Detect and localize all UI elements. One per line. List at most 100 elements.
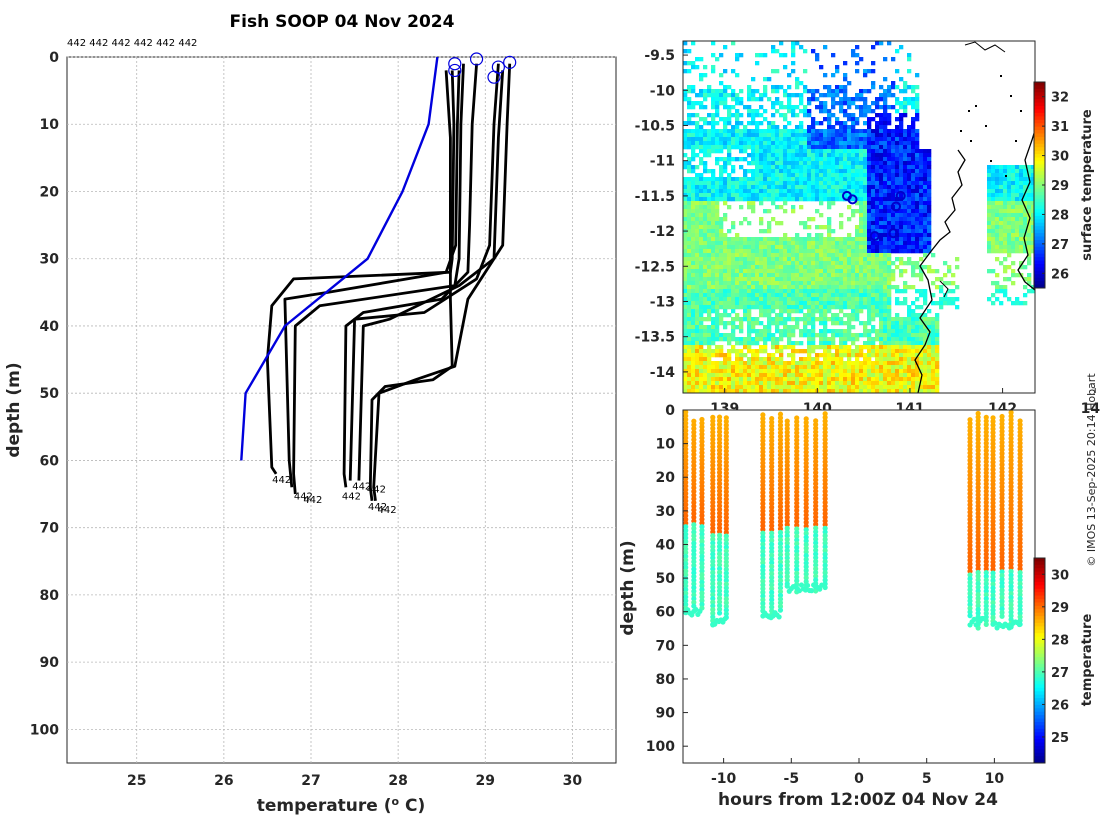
sst-cell [811,357,816,362]
sst-cell [775,185,780,190]
sst-cell [815,245,820,250]
sst-colorbar-segment [1034,185,1045,189]
time-depth-point [760,515,766,522]
sst-cell [803,301,808,306]
sst-cell [707,305,712,310]
sst-cell [751,205,756,210]
sst-cell [839,357,844,362]
sst-cell [707,385,712,390]
sst-cell [799,377,804,382]
sst-cell [687,265,692,270]
sst-cell [879,285,884,290]
sst-cell [775,277,780,282]
sst-cell [759,129,764,134]
sst-cell [775,193,780,198]
sst-cell [835,301,840,306]
sst-cell [783,285,788,290]
sst-cell [687,333,692,338]
sst-cell [807,189,812,194]
sst-cell [883,153,888,158]
sst-cell [751,201,756,206]
time-depth-point [723,529,729,536]
sst-cell [859,281,864,286]
sst-cell [895,249,900,254]
sst-cell [823,73,828,78]
sst-cell [707,289,712,294]
sst-cell [715,381,720,386]
sst-cell [683,297,688,302]
sst-cell [779,185,784,190]
sst-cell [783,269,788,274]
sst-cell [823,93,828,98]
sst-cell [891,337,896,342]
sst-cell [903,249,908,254]
sst-cell [683,225,688,230]
sst-cell [991,269,996,274]
sst-cell [723,93,728,98]
sst-cell [1011,241,1016,246]
sst-cell [875,173,880,178]
sst-cell [695,217,700,222]
sst-cell [907,125,912,130]
sst-cell [791,285,796,290]
sst-cell [875,333,880,338]
sst-cell [839,225,844,230]
sst-cell [719,181,724,186]
sst-cell [943,273,948,278]
sst-cell [891,373,896,378]
sst-cell [815,297,820,302]
sst-cell [911,141,916,146]
sst-cell [699,145,704,150]
sst-cell [907,361,912,366]
sst-cell [811,321,816,326]
sst-cell [695,353,700,358]
sst-cell [711,197,716,202]
sst-cell [819,129,824,134]
sst-cell [695,193,700,198]
time-depth-point [691,459,697,465]
sst-cell [699,125,704,130]
sst-cell [935,269,940,274]
sst-cell [1023,173,1028,178]
time-depth-point [710,422,716,428]
sst-cell [859,89,864,94]
sst-cell [919,225,924,230]
sst-cell [1023,181,1028,186]
sst-cell [747,177,752,182]
sst-cell [1003,225,1008,230]
sst-cell [719,373,724,378]
sst-colorbar-segment [1034,154,1045,159]
sst-cell [927,365,932,370]
sst-cell [823,141,828,146]
sst-cell [695,153,700,158]
sst-cell [795,257,800,262]
sst-cell [855,337,860,342]
sst-cell [879,349,884,354]
sst-cell [763,77,768,82]
profile-x-tick-label: 28 [388,773,407,789]
sst-cell [707,261,712,266]
sst-cell [775,301,780,306]
sst-cell [707,369,712,374]
time-depth-point [760,486,766,492]
island-dot [1005,175,1007,177]
sst-cell [687,205,692,210]
sst-cell [719,189,724,194]
sst-cell [763,357,768,362]
sst-cell [919,361,924,366]
sst-cell [915,169,920,174]
sst-cell [727,369,732,374]
sst-cell [767,261,772,266]
sst-cell [851,125,856,130]
sst-cell [855,61,860,66]
sst-cell [743,217,748,222]
sst-cell [683,329,688,334]
sst-cell [783,281,788,286]
sst-cell [843,373,848,378]
sst-cell [823,245,828,250]
sst-cell [871,257,876,262]
sst-cell [863,193,868,198]
sst-cell [899,317,904,322]
sst-cell [779,181,784,186]
sst-cell [851,361,856,366]
